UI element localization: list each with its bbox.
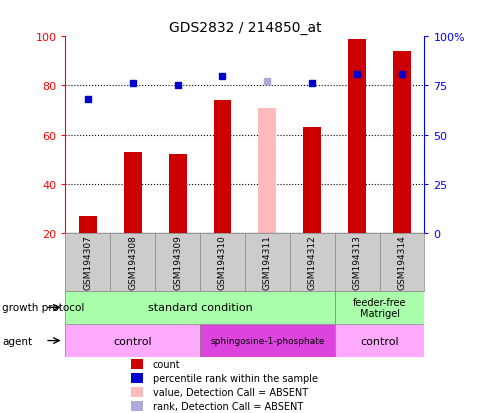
Bar — [302, 128, 320, 233]
Bar — [131, 359, 143, 369]
Text: feeder-free
Matrigel: feeder-free Matrigel — [352, 297, 406, 318]
Bar — [392, 52, 410, 233]
Text: value, Detection Call = ABSENT: value, Detection Call = ABSENT — [152, 387, 307, 397]
Bar — [334, 324, 424, 357]
Text: control: control — [113, 336, 152, 346]
Text: GSM194308: GSM194308 — [128, 235, 137, 290]
Text: growth protocol: growth protocol — [2, 303, 85, 313]
Bar — [79, 216, 97, 233]
Bar — [123, 152, 141, 233]
Text: GSM194311: GSM194311 — [262, 235, 272, 290]
Text: percentile rank within the sample: percentile rank within the sample — [152, 373, 317, 383]
Bar — [334, 291, 424, 324]
Bar — [168, 155, 186, 233]
Text: sphingosine-1-phosphate: sphingosine-1-phosphate — [210, 336, 324, 345]
Bar — [348, 40, 365, 233]
Text: count: count — [152, 359, 180, 369]
Title: GDS2832 / 214850_at: GDS2832 / 214850_at — [168, 21, 320, 35]
Text: GSM194312: GSM194312 — [307, 235, 316, 290]
Text: control: control — [360, 336, 398, 346]
Bar — [131, 373, 143, 383]
Text: GSM194307: GSM194307 — [83, 235, 92, 290]
Bar — [65, 324, 199, 357]
Text: GSM194310: GSM194310 — [217, 235, 227, 290]
Text: standard condition: standard condition — [148, 303, 252, 313]
Text: GSM194314: GSM194314 — [396, 235, 406, 290]
Bar — [213, 101, 231, 233]
Bar — [131, 387, 143, 397]
Bar — [258, 108, 276, 233]
Text: GSM194309: GSM194309 — [173, 235, 182, 290]
Bar — [131, 401, 143, 411]
Text: agent: agent — [2, 336, 32, 346]
Bar — [199, 324, 334, 357]
Text: rank, Detection Call = ABSENT: rank, Detection Call = ABSENT — [152, 401, 302, 411]
Bar — [65, 291, 334, 324]
Text: GSM194313: GSM194313 — [352, 235, 361, 290]
